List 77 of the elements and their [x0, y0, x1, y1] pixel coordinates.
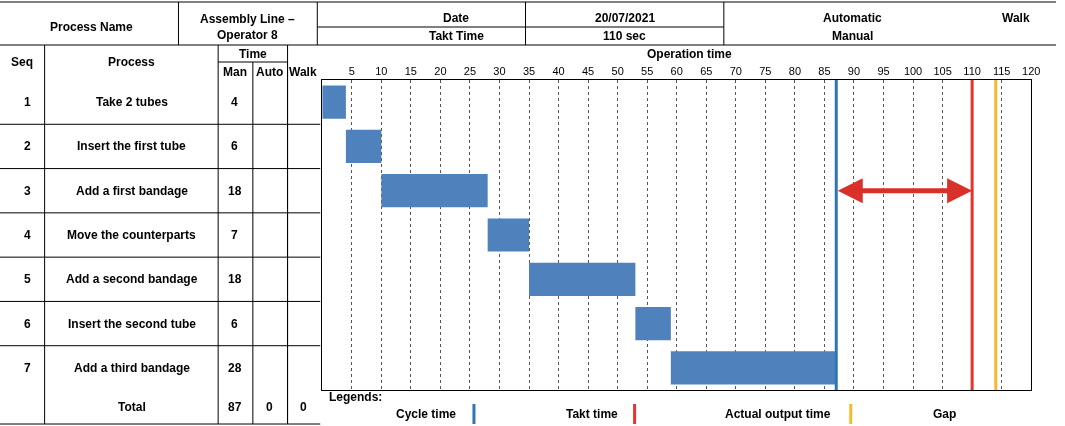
- legend-label: Cycle time: [396, 407, 457, 421]
- text: Seq: [11, 55, 34, 69]
- text: Manual: [832, 29, 874, 43]
- text: Process: [108, 55, 156, 69]
- x-tick-label: 100: [903, 64, 923, 77]
- bar: [345, 129, 382, 164]
- bar: [381, 174, 488, 208]
- x-tick-label: 35: [522, 64, 536, 77]
- text: Man: [223, 65, 247, 79]
- bar: [322, 85, 346, 119]
- y-tick-label: Add a third bandage: [74, 361, 191, 375]
- x-tick-label: 70: [729, 64, 742, 77]
- x-tick-label: 75: [759, 64, 772, 77]
- y-tick-label: Add a first bandage: [76, 184, 189, 198]
- x-tick-label: 60: [670, 64, 683, 77]
- text: 110 sec: [603, 29, 647, 43]
- text: 4: [24, 228, 31, 242]
- x-tick-label: 120: [1022, 64, 1041, 77]
- bar: [487, 218, 530, 252]
- data-label: 6: [231, 317, 238, 331]
- text: Auto: [256, 65, 284, 79]
- text: 3: [24, 184, 31, 198]
- x-tick-label: 55: [641, 64, 654, 77]
- data-label: 28: [228, 361, 242, 375]
- y-tick-label: Add a second bandage: [66, 272, 198, 286]
- x-tick-label: 5: [348, 64, 355, 77]
- text: Walk: [289, 65, 317, 79]
- x-tick-label: 95: [877, 64, 890, 77]
- text: 0: [266, 400, 273, 414]
- x-tick-label: 30: [493, 64, 506, 77]
- x-tick-label: 25: [463, 64, 477, 77]
- data-label: 18: [228, 272, 242, 286]
- annotation: Legends:: [329, 390, 383, 404]
- x-tick-label: 20: [434, 64, 447, 77]
- x-tick-label: 90: [847, 64, 861, 77]
- y-tick-label: Insert the second tube: [68, 317, 197, 331]
- legend-label: Takt time: [566, 407, 619, 421]
- data-label: 6: [231, 139, 238, 153]
- text: 2: [24, 139, 31, 153]
- text: Date: [443, 11, 470, 25]
- y-tick-label: Insert the first tube: [77, 139, 187, 153]
- x-tick-label: 40: [552, 64, 565, 77]
- y-tick-label: Take 2 tubes: [96, 95, 169, 109]
- data-label: 18: [228, 184, 242, 198]
- text: Time: [239, 47, 268, 61]
- text: Assembly Line – Operator 8: [200, 12, 296, 42]
- y-tick-label: Move the counterparts: [67, 228, 197, 242]
- x-tick-label: 80: [788, 64, 802, 77]
- text: Gap: [933, 407, 957, 421]
- x-tick-label: 65: [700, 64, 713, 77]
- x-tick-label: 85: [818, 64, 831, 77]
- text: Process Name: [50, 20, 134, 34]
- text: 20/07/2021: [595, 11, 656, 25]
- x-tick-label: 45: [581, 64, 595, 77]
- data-label: 7: [231, 228, 238, 242]
- data-label: 4: [231, 95, 238, 109]
- text: 6: [24, 317, 31, 331]
- text: Takt Time: [429, 29, 485, 43]
- text: 5: [24, 272, 31, 286]
- text: Operation time: [647, 47, 733, 61]
- x-tick-label: 15: [404, 64, 417, 77]
- text: Total: [118, 400, 146, 414]
- x-tick-label: 105: [933, 64, 952, 77]
- x-tick-label: 10: [375, 64, 388, 77]
- bar: [670, 351, 837, 385]
- legend-label: Actual output time: [725, 407, 831, 421]
- text: 1: [24, 95, 31, 109]
- x-tick-label: 110: [963, 64, 981, 77]
- text: 0: [300, 400, 307, 414]
- text: Walk: [1002, 11, 1030, 25]
- text: 7: [24, 361, 31, 375]
- x-tick-label: 115: [992, 64, 1011, 77]
- bar: [529, 262, 636, 296]
- bar: [635, 306, 671, 341]
- text: Automatic: [823, 11, 882, 25]
- text: 87: [228, 400, 242, 414]
- x-tick-label: 50: [611, 64, 624, 77]
